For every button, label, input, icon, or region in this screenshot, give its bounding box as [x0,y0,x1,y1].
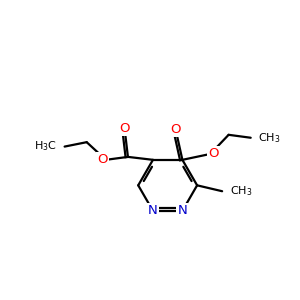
Text: O: O [97,153,108,166]
Text: N: N [148,204,158,217]
Text: CH$_3$: CH$_3$ [258,131,280,145]
Text: O: O [208,147,219,160]
Text: H$_3$C: H$_3$C [34,140,57,154]
Text: CH$_3$: CH$_3$ [230,184,252,198]
Text: N: N [178,204,187,217]
Text: O: O [170,123,180,136]
Text: O: O [120,122,130,135]
